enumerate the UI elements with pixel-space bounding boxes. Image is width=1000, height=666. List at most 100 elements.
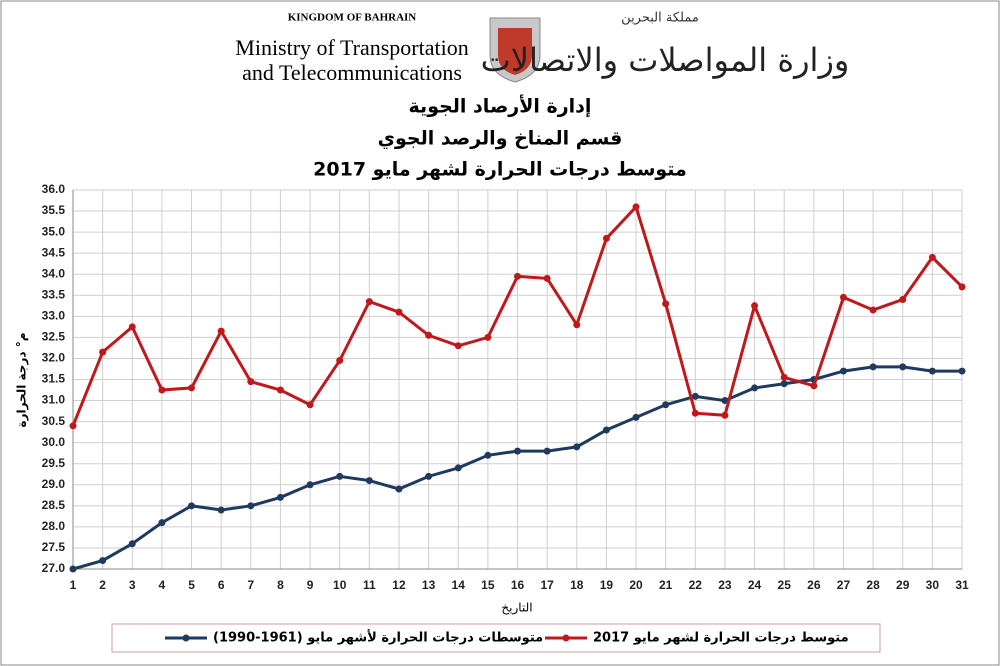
point: [514, 272, 521, 280]
point: [158, 519, 166, 527]
point: [247, 378, 255, 386]
point: [602, 426, 610, 434]
point: [869, 306, 877, 314]
y-tick-label: 27.0: [42, 561, 66, 575]
x-tick-label: 1: [70, 578, 77, 592]
x-tick-label: 19: [600, 578, 614, 592]
y-tick-label: 31.0: [42, 393, 66, 407]
y-tick-label: 29.5: [42, 456, 66, 470]
point: [573, 321, 581, 329]
y-tick-label: 36.0: [42, 182, 66, 196]
y-tick-label: 27.5: [42, 540, 66, 554]
point: [839, 367, 847, 375]
ministry-line1: Ministry of Transportation: [235, 35, 468, 60]
y-tick-label: 33.0: [42, 309, 66, 323]
kingdom-label: KINGDOM OF BAHRAIN: [288, 12, 417, 24]
point: [306, 481, 314, 489]
point: [99, 557, 107, 565]
section: قسم المناخ والرصد الجوي: [378, 128, 623, 151]
point: [454, 342, 462, 350]
y-tick-label: 33.5: [42, 287, 66, 301]
point: [543, 447, 551, 455]
y-tick-label: 28.0: [42, 519, 66, 533]
x-tick-label: 14: [452, 578, 466, 592]
x-tick-label: 30: [926, 578, 940, 592]
point: [899, 295, 907, 303]
point: [721, 397, 729, 405]
emblem-shield: [498, 28, 532, 75]
x-tick-label: 23: [718, 578, 732, 592]
x-tick-label: 31: [955, 578, 969, 592]
point: [336, 357, 344, 365]
x-tick-label: 10: [333, 578, 347, 592]
y-tick-label: 29.0: [42, 477, 66, 491]
point: [899, 363, 907, 371]
point: [869, 363, 877, 371]
point: [454, 464, 462, 472]
point: [188, 384, 196, 392]
x-tick-label: 26: [807, 578, 821, 592]
y-tick-label: 32.5: [42, 330, 66, 344]
legend-marker: [182, 634, 190, 642]
kingdom-ar: مملكة البحرين: [621, 11, 699, 26]
y-tick-label: 34.5: [42, 245, 66, 259]
point: [69, 422, 77, 430]
point: [99, 348, 107, 356]
point: [365, 477, 373, 485]
x-tick-label: 15: [481, 578, 495, 592]
x-tick-label: 28: [866, 578, 880, 592]
legend-label: متوسط درجات الحرارة لشهر مايو 2017: [593, 631, 849, 646]
ministry-line2: and Telecommunications: [242, 60, 462, 85]
x-tick-label: 21: [659, 578, 673, 592]
x-tick-label: 20: [629, 578, 643, 592]
y-tick-label: 28.5: [42, 498, 66, 512]
x-tick-label: 25: [778, 578, 792, 592]
point: [247, 502, 255, 510]
point: [691, 392, 699, 400]
ministry-ar: وزارة المواصلات والاتصالات: [481, 41, 850, 79]
x-tick-label: 6: [218, 578, 225, 592]
point: [632, 413, 640, 421]
x-tick-label: 18: [570, 578, 584, 592]
x-tick-label: 9: [307, 578, 314, 592]
point: [484, 333, 492, 341]
x-tick-label: 29: [896, 578, 910, 592]
point: [69, 565, 77, 573]
y-axis-label: م° درجة الحرارة: [15, 333, 30, 428]
x-tick-label: 17: [540, 578, 554, 592]
y-tick-label: 31.5: [42, 372, 66, 386]
point: [780, 373, 788, 381]
y-tick-label: 32.0: [42, 351, 66, 365]
point: [128, 323, 136, 331]
x-tick-label: 4: [159, 578, 166, 592]
x-tick-label: 8: [277, 578, 284, 592]
y-tick-label: 35.5: [42, 203, 66, 217]
point: [573, 443, 581, 451]
x-tick-label: 12: [392, 578, 406, 592]
chart-title: متوسط درجات الحرارة لشهر مايو 2017: [313, 159, 687, 181]
point: [780, 380, 788, 388]
point: [217, 327, 225, 335]
x-tick-label: 3: [129, 578, 136, 592]
point: [128, 540, 136, 548]
point: [395, 308, 403, 316]
point: [188, 502, 196, 510]
point: [217, 506, 225, 514]
x-tick-label: 24: [748, 578, 762, 592]
x-tick-label: 16: [511, 578, 525, 592]
x-tick-label: 22: [689, 578, 703, 592]
point: [306, 401, 314, 409]
x-tick-label: 7: [247, 578, 254, 592]
point: [751, 302, 759, 310]
point: [721, 411, 729, 419]
x-tick-label: 13: [422, 578, 436, 592]
point: [425, 472, 433, 480]
x-tick-label: 2: [99, 578, 106, 592]
point: [928, 253, 936, 261]
point: [958, 367, 966, 375]
legend-box: [111, 623, 881, 653]
department: إدارة الأرصاد الجوية: [409, 95, 592, 118]
point: [484, 451, 492, 459]
point: [839, 293, 847, 301]
